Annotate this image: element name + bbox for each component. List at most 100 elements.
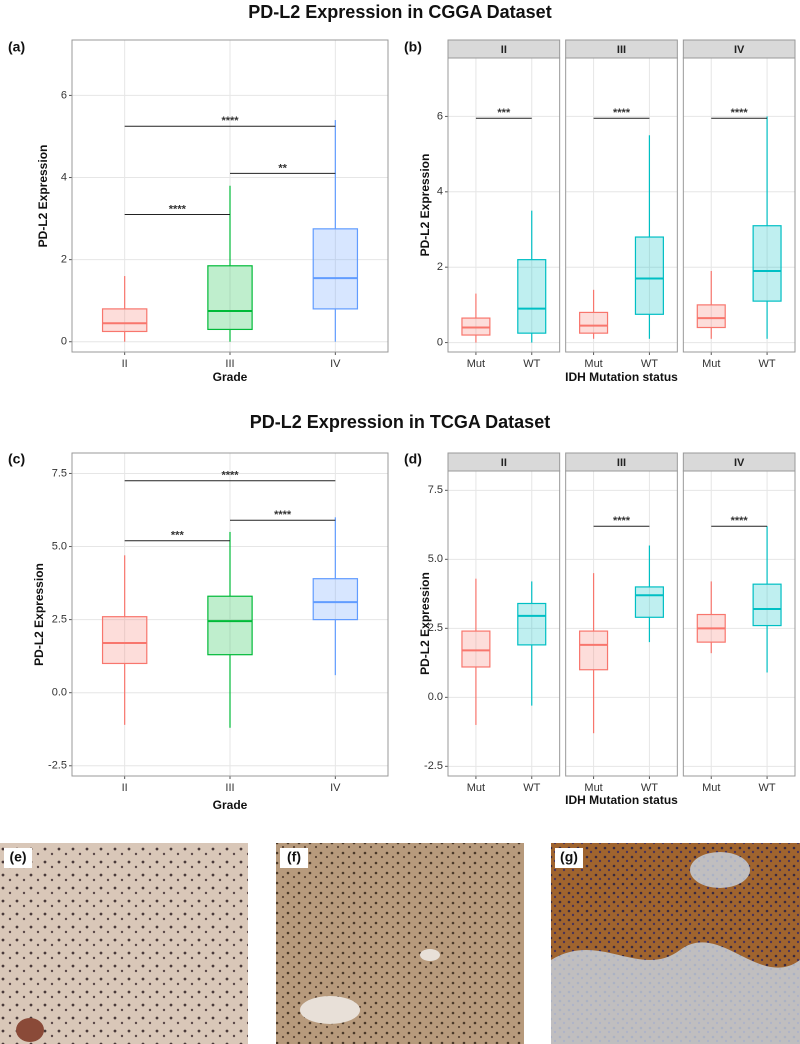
micrograph: (e) (0, 843, 248, 1044)
plot-background (448, 58, 560, 352)
facet-strip (565, 39, 678, 59)
y-tick-label: 5.0 (428, 553, 443, 565)
micrograph: (f) (276, 843, 524, 1044)
y-tick-label: 2 (61, 254, 67, 266)
section-heading: PD-L2 Expression in TCGA Dataset (250, 412, 550, 432)
box (461, 630, 491, 668)
plot-background (565, 471, 678, 776)
x-tick-label: Mut (584, 782, 602, 794)
x-axis-label: IDH Mutation status (565, 793, 678, 807)
x-tick-label: Mut (467, 358, 485, 370)
x-tick-label: III (225, 782, 234, 794)
plot-background (683, 58, 795, 352)
y-tick-label: 2.5 (52, 614, 67, 626)
box (312, 228, 359, 310)
y-tick-label: 5.0 (52, 540, 67, 552)
y-tick-label: -2.5 (48, 760, 67, 772)
x-tick-label: III (225, 358, 234, 370)
facet-label: II (501, 457, 507, 469)
label-box (555, 848, 583, 868)
significance-label: ** (278, 162, 287, 174)
box (634, 236, 664, 315)
significance-label: **** (221, 115, 239, 127)
facet-label: IV (734, 457, 745, 469)
x-tick-label: II (122, 358, 128, 370)
facet-label: III (617, 457, 626, 469)
facet-label: IV (734, 44, 745, 56)
y-tick-label: 2.5 (428, 622, 443, 634)
micrograph: (g) (551, 843, 800, 1044)
micrograph-image (0, 843, 248, 1044)
facet-strip (682, 39, 796, 59)
y-tick-label: 6 (437, 110, 443, 122)
box (752, 225, 782, 302)
label-box (4, 848, 32, 868)
significance-label: *** (497, 107, 511, 119)
x-tick-label: WT (641, 782, 658, 794)
y-tick-label: 7.5 (428, 484, 443, 496)
plot-background (565, 58, 678, 352)
box (101, 616, 148, 665)
panel-label: (g) (560, 849, 578, 865)
x-tick-label: Mut (584, 358, 602, 370)
plot-background (683, 471, 795, 776)
panel-label: (b) (404, 39, 422, 55)
y-tick-label: 0.0 (428, 691, 443, 703)
tissue-feature (300, 996, 360, 1024)
y-axis-label: PD-L2 Expression (418, 154, 432, 257)
facet-strip (565, 452, 678, 472)
y-tick-label: 0 (61, 336, 67, 348)
y-tick-label: 7.5 (52, 467, 67, 479)
x-axis-label: IDH Mutation status (565, 370, 678, 384)
y-tick-label: 6 (61, 89, 67, 101)
x-tick-label: WT (759, 358, 776, 370)
box (752, 583, 782, 627)
y-axis-label: PD-L2 Expression (32, 563, 46, 666)
facet-strip (682, 452, 796, 472)
significance-label: *** (171, 530, 185, 542)
box (579, 630, 609, 671)
x-tick-label: Mut (702, 782, 720, 794)
facet-strip (447, 452, 561, 472)
tissue-feature (551, 942, 800, 1044)
box (517, 602, 547, 646)
panel-label: (c) (8, 451, 25, 467)
significance-label: **** (221, 470, 239, 482)
x-tick-label: WT (641, 358, 658, 370)
significance-label: **** (169, 203, 187, 215)
plot-background (448, 471, 560, 776)
x-tick-label: Mut (467, 782, 485, 794)
box (207, 595, 253, 656)
x-tick-label: Mut (702, 358, 720, 370)
facet-label: II (501, 44, 507, 56)
y-axis-label: PD-L2 Expression (418, 572, 432, 675)
panel-label: (f) (287, 849, 301, 865)
panel-border (71, 452, 389, 777)
x-tick-label: WT (523, 782, 540, 794)
box (517, 259, 547, 334)
x-tick-label: IV (330, 782, 341, 794)
x-axis-label: Grade (213, 798, 248, 812)
significance-label: **** (731, 515, 749, 527)
panel-label: (e) (9, 849, 26, 865)
panel-border (71, 39, 389, 353)
box (101, 308, 148, 333)
box (579, 311, 609, 334)
section-heading: PD-L2 Expression in CGGA Dataset (248, 2, 551, 22)
panel-label: (d) (404, 451, 422, 467)
tissue-feature (420, 949, 440, 961)
panel-label: (a) (8, 39, 25, 55)
tissue-feature (690, 852, 750, 888)
y-tick-label: 2 (437, 261, 443, 273)
label-box (280, 848, 308, 868)
box (207, 265, 253, 331)
box (696, 304, 726, 329)
y-tick-label: 0.0 (52, 687, 67, 699)
y-tick-label: 0 (437, 336, 443, 348)
x-tick-label: II (122, 782, 128, 794)
significance-label: **** (613, 107, 631, 119)
y-tick-label: 4 (61, 171, 67, 183)
significance-label: **** (731, 107, 749, 119)
box (312, 578, 359, 621)
